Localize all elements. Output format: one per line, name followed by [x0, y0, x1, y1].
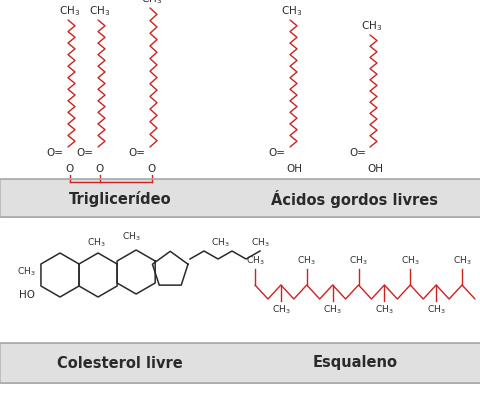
Text: CH$_3$: CH$_3$	[251, 237, 269, 249]
Text: CH$_3$: CH$_3$	[452, 254, 470, 267]
Text: CH$_3$: CH$_3$	[348, 254, 367, 267]
Text: CH$_3$: CH$_3$	[245, 254, 264, 267]
Text: CH$_3$: CH$_3$	[360, 19, 382, 33]
Text: CH$_3$: CH$_3$	[210, 237, 229, 249]
Text: O=: O=	[128, 148, 144, 158]
Text: CH$_3$: CH$_3$	[86, 237, 105, 249]
Text: O: O	[147, 164, 156, 174]
Bar	[0, 179, 480, 217]
Text: CH$_3$: CH$_3$	[141, 0, 162, 6]
Text: CH$_3$: CH$_3$	[271, 303, 289, 316]
Text: O: O	[96, 164, 104, 174]
Text: HO: HO	[19, 290, 35, 300]
Text: Ácidos gordos livres: Ácidos gordos livres	[271, 190, 438, 208]
Text: CH$_3$: CH$_3$	[323, 303, 341, 316]
Text: O=: O=	[46, 148, 63, 158]
Text: O=: O=	[267, 148, 285, 158]
Text: Esqualeno: Esqualeno	[312, 356, 396, 371]
Text: CH$_3$: CH$_3$	[426, 303, 444, 316]
Text: O: O	[66, 164, 74, 174]
Text: CH$_3$: CH$_3$	[297, 254, 315, 267]
Text: OH: OH	[366, 164, 382, 174]
Text: CH$_3$: CH$_3$	[374, 303, 393, 316]
Text: CH$_3$: CH$_3$	[89, 4, 110, 18]
Text: OH: OH	[286, 164, 301, 174]
Text: CH$_3$: CH$_3$	[121, 231, 140, 243]
Text: O=: O=	[348, 148, 365, 158]
Text: Colesterol livre: Colesterol livre	[57, 356, 182, 371]
Text: CH$_3$: CH$_3$	[400, 254, 419, 267]
Text: CH$_3$: CH$_3$	[281, 4, 302, 18]
Text: O=: O=	[76, 148, 93, 158]
Bar	[0, 343, 480, 383]
Text: CH$_3$: CH$_3$	[59, 4, 81, 18]
Text: CH$_3$: CH$_3$	[17, 266, 36, 278]
Text: Triglicerídeo: Triglicerídeo	[69, 191, 171, 207]
